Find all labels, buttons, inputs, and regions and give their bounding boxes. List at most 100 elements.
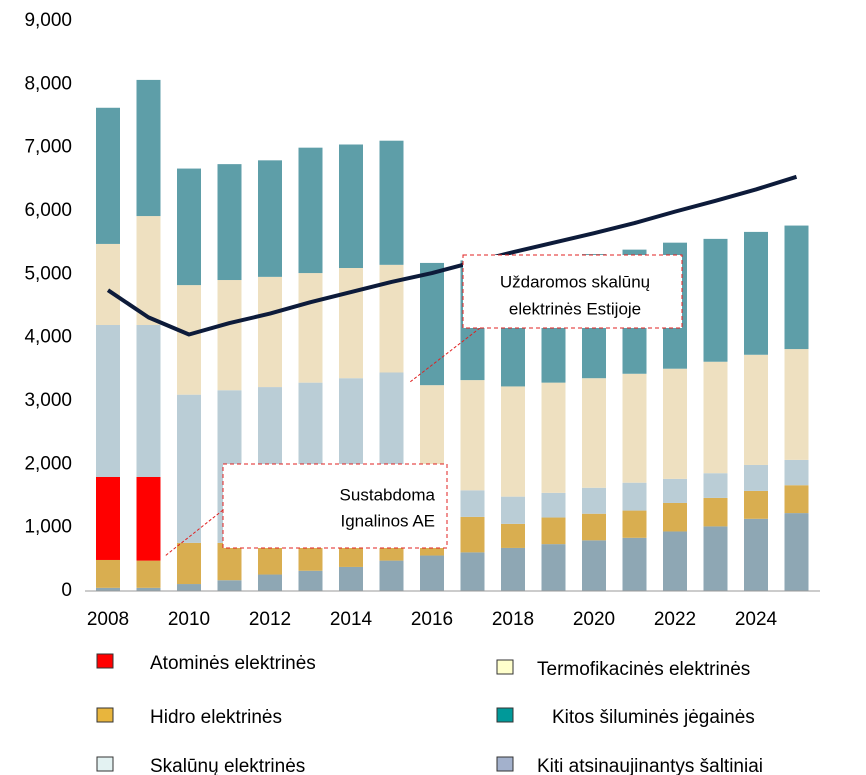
bar-segment bbox=[582, 378, 606, 488]
bar-segment bbox=[541, 544, 566, 591]
bar-segment bbox=[501, 547, 525, 591]
bar-segment bbox=[541, 517, 566, 545]
bar-segment bbox=[784, 459, 809, 486]
legend-swatch bbox=[96, 707, 114, 723]
bar-segment bbox=[703, 526, 728, 591]
bar-segment bbox=[136, 325, 161, 477]
bar-segment bbox=[622, 373, 647, 483]
annotation-text: Ignalinos AE bbox=[340, 511, 435, 530]
y-tick-label: 9,000 bbox=[24, 10, 72, 31]
bar-segment bbox=[177, 168, 201, 286]
x-tick-label: 2024 bbox=[735, 609, 778, 630]
x-tick-label: 2008 bbox=[87, 609, 129, 630]
bar-segment bbox=[744, 354, 768, 465]
bar-segment bbox=[96, 477, 120, 560]
x-tick-label: 2014 bbox=[330, 609, 373, 630]
x-tick-label: 2018 bbox=[492, 609, 534, 630]
bar-segment bbox=[420, 262, 444, 386]
bar-segment bbox=[582, 513, 606, 541]
legend-swatch bbox=[96, 653, 114, 669]
bar-segment bbox=[258, 276, 282, 388]
bar-segment bbox=[136, 477, 161, 561]
bar-segment bbox=[96, 587, 120, 591]
bar-segment bbox=[298, 273, 323, 383]
legend-label: Hidro elektrinės bbox=[150, 707, 282, 728]
bar-segment bbox=[258, 574, 282, 591]
y-tick-label: 6,000 bbox=[24, 200, 72, 221]
x-tick-label: 2022 bbox=[654, 609, 696, 630]
bar-segment bbox=[663, 531, 687, 591]
y-tick-label: 4,000 bbox=[24, 327, 72, 348]
bar-segment bbox=[339, 566, 363, 591]
bar-segment bbox=[582, 540, 606, 591]
legend-label: Atominės elektrinės bbox=[150, 653, 316, 674]
annotation-pointer bbox=[164, 509, 224, 557]
bar-segment bbox=[177, 584, 201, 591]
bar-segment bbox=[784, 485, 809, 514]
x-tick-label: 2010 bbox=[168, 609, 210, 630]
annotation-box bbox=[222, 463, 448, 549]
bar-segment bbox=[258, 160, 282, 277]
bar-segment bbox=[622, 537, 647, 591]
bar-segment bbox=[379, 560, 404, 591]
bar-segment bbox=[298, 570, 323, 591]
bar-segment bbox=[136, 216, 161, 325]
bar-segment bbox=[460, 380, 485, 491]
y-tick-label: 5,000 bbox=[24, 263, 72, 284]
bar-segment bbox=[744, 490, 768, 519]
x-tick-label: 2020 bbox=[573, 609, 615, 630]
x-tick-label: 2012 bbox=[249, 609, 291, 630]
bar-segment bbox=[460, 490, 485, 517]
bar-segment bbox=[703, 497, 728, 527]
bar-segment bbox=[217, 164, 242, 281]
legend-label: Skalūnų elektrinės bbox=[150, 756, 305, 775]
bar-segment bbox=[298, 147, 323, 274]
x-tick-label: 2016 bbox=[411, 609, 453, 630]
bar-segment bbox=[217, 280, 242, 391]
legend-swatch bbox=[496, 707, 514, 723]
y-tick-label: 1,000 bbox=[24, 517, 72, 538]
bar-segment bbox=[379, 140, 404, 265]
y-tick-label: 0 bbox=[61, 580, 72, 601]
bar-segment bbox=[784, 225, 809, 350]
bar-segment bbox=[784, 349, 809, 460]
bar-segment bbox=[622, 510, 647, 538]
y-tick-label: 2,000 bbox=[24, 453, 72, 474]
bar-segment bbox=[136, 587, 161, 591]
bar-segment bbox=[460, 552, 485, 591]
annotation-box bbox=[462, 254, 683, 329]
bar-segment bbox=[136, 79, 161, 217]
bar-segment bbox=[460, 516, 485, 553]
bar-segment bbox=[339, 268, 363, 379]
legend-label: Kiti atsinaujinantys šaltiniai bbox=[537, 756, 763, 775]
bar-segment bbox=[703, 361, 728, 474]
bar-segment bbox=[136, 560, 161, 588]
annotation-text: elektrinės Estijoje bbox=[509, 299, 641, 318]
bar-segment bbox=[744, 464, 768, 491]
annotation-text: Uždaromos skalūnų bbox=[500, 272, 650, 291]
bar-segment bbox=[96, 559, 120, 588]
bar-segment bbox=[177, 285, 201, 395]
bar-segment bbox=[501, 523, 525, 548]
bar-segment bbox=[501, 386, 525, 497]
bar-segment bbox=[784, 513, 809, 591]
bar-segment bbox=[339, 144, 363, 268]
trend-line bbox=[106, 174, 798, 337]
bar-segment bbox=[582, 487, 606, 514]
bar-segment bbox=[663, 368, 687, 479]
bar-segment bbox=[420, 555, 444, 591]
bar-segment bbox=[744, 231, 768, 355]
bar-segment bbox=[663, 502, 687, 532]
y-tick-label: 7,000 bbox=[24, 137, 72, 158]
bar-segment bbox=[501, 496, 525, 524]
legend-swatch bbox=[496, 659, 514, 675]
bar-segment bbox=[703, 238, 728, 362]
bar-segment bbox=[541, 382, 566, 493]
bar-segment bbox=[96, 325, 120, 477]
bar-segment bbox=[663, 478, 687, 503]
bar-segment bbox=[96, 243, 120, 325]
bar-segment bbox=[541, 492, 566, 518]
legend-label: Termofikacinės elektrinės bbox=[537, 659, 750, 680]
bar-segment bbox=[703, 473, 728, 498]
